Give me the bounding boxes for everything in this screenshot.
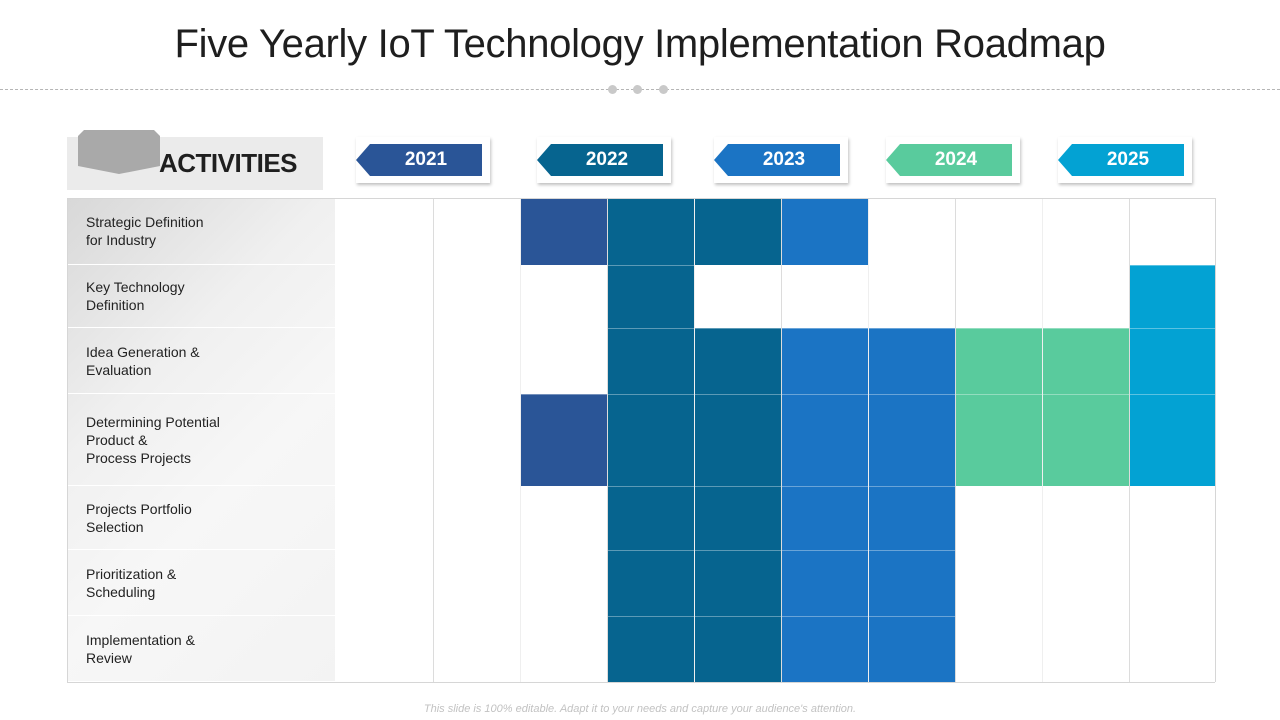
roadmap-cell-2022	[694, 486, 781, 550]
roadmap-cell-2025	[1129, 394, 1215, 486]
year-flag-shape	[886, 144, 1012, 176]
roadmap-cell-2023	[868, 328, 955, 394]
roadmap-cell-2023	[781, 616, 868, 682]
year-label: 2023	[762, 149, 806, 170]
roadmap-cell-2022	[607, 394, 694, 486]
activity-label: Strategic Definition for Industry	[86, 214, 204, 248]
activity-label: Prioritization & Scheduling	[86, 565, 177, 600]
roadmap-cell-2022	[694, 550, 781, 616]
roadmap-cell-2021	[520, 198, 607, 265]
activity-row: Prioritization & Scheduling	[67, 550, 335, 616]
year-label: 2024	[934, 149, 978, 170]
roadmap-cell-2024	[1042, 394, 1129, 486]
roadmap-cell-2022	[694, 394, 781, 486]
year-tab-2023: 2023	[714, 137, 848, 183]
roadmap-cell-2022	[694, 198, 781, 265]
divider-dot	[659, 85, 668, 94]
roadmap-cell-2023	[781, 198, 868, 265]
roadmap-cell-2022	[607, 328, 694, 394]
roadmap-cell-2024	[1042, 328, 1129, 394]
roadmap-cell-2023	[781, 486, 868, 550]
activities-tab-icon	[78, 130, 160, 174]
year-tab-2021: 2021	[356, 137, 490, 183]
activities-label: ACTIVITIES	[159, 148, 298, 178]
activity-label: Implementation & Review	[86, 631, 195, 666]
year-label: 2021	[404, 149, 448, 170]
year-tab-2025: 2025	[1058, 137, 1192, 183]
divider-dot	[608, 85, 617, 94]
footer-note: This slide is 100% editable. Adapt it to…	[423, 703, 857, 715]
year-flag-shape	[356, 144, 482, 176]
roadmap-cell-2022	[607, 550, 694, 616]
roadmap-cell-2022	[694, 328, 781, 394]
roadmap-cell-2022	[607, 486, 694, 550]
activity-row: Implementation & Review	[67, 616, 335, 682]
activity-label: Key Technology Definition	[86, 279, 185, 313]
roadmap-cell-2025	[1129, 328, 1215, 394]
activity-label: Determining Potential Product & Process …	[86, 413, 220, 466]
roadmap-cell-2022	[607, 616, 694, 682]
roadmap-cell-2024	[955, 394, 1042, 486]
roadmap-cell-2023	[868, 550, 955, 616]
year-tab-2022: 2022	[537, 137, 671, 183]
roadmap-cell-2023	[781, 328, 868, 394]
divider-dot	[633, 85, 642, 94]
activity-column: Strategic Definition for Industry Key Tec…	[67, 198, 335, 682]
roadmap-cell-2023	[868, 394, 955, 486]
activity-row: Idea Generation & Evaluation	[67, 328, 335, 394]
year-tab-2024: 2024	[886, 137, 1020, 183]
activity-label: Idea Generation & Evaluation	[86, 343, 200, 378]
activity-row: Strategic Definition for Industry	[67, 198, 335, 265]
roadmap-cell-2025	[1129, 265, 1215, 328]
year-flag-shape	[537, 144, 663, 176]
activity-row: Projects Portfolio Selection	[67, 486, 335, 550]
roadmap-cell-2022	[607, 198, 694, 265]
activity-row: Determining Potential Product & Process …	[67, 394, 335, 486]
roadmap-cell-2023	[868, 486, 955, 550]
roadmap-cell-2022	[607, 265, 694, 328]
roadmap-cell-2022	[694, 616, 781, 682]
roadmap-cell-2023	[781, 394, 868, 486]
page-title: Five Yearly IoT Technology Implementatio…	[174, 22, 1106, 66]
year-label: 2022	[585, 149, 629, 170]
roadmap-cell-2023	[868, 616, 955, 682]
roadmap-cell-2024	[955, 328, 1042, 394]
roadmap-cell-2023	[781, 550, 868, 616]
year-label: 2025	[1106, 149, 1150, 170]
year-flag-shape	[1058, 144, 1184, 176]
year-flag-shape	[714, 144, 840, 176]
activity-row: Key Technology Definition	[67, 265, 335, 328]
roadmap-cell-2021	[520, 394, 607, 486]
activity-label: Projects Portfolio Selection	[86, 500, 192, 535]
